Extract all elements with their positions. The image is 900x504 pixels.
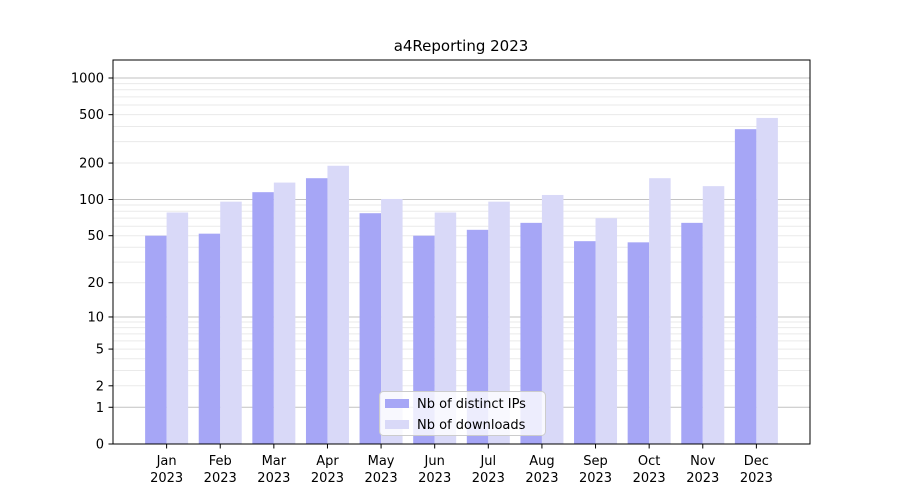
y-tick-label-5: 5 — [96, 343, 104, 358]
bar-distinct-ips-sep — [574, 241, 596, 444]
x-tick-label-month-jun: Jun — [424, 454, 445, 469]
x-tick-label-year-feb: 2023 — [204, 471, 237, 486]
x-tick-label-month-jul: Jul — [479, 454, 496, 469]
y-tick-label-100: 100 — [79, 193, 104, 208]
y-tick-label-10: 10 — [87, 310, 104, 325]
x-tick-label-month-apr: Apr — [316, 454, 339, 469]
x-tick-label-year-jul: 2023 — [472, 471, 505, 486]
x-tick-label-year-dec: 2023 — [740, 471, 773, 486]
x-tick-label-year-oct: 2023 — [633, 471, 666, 486]
x-tick-label-month-dec: Dec — [744, 454, 769, 469]
bar-downloads-nov — [702, 186, 725, 444]
x-tick-label-year-nov: 2023 — [686, 471, 719, 486]
y-tick-label-0: 0 — [96, 438, 104, 453]
bar-distinct-ips-nov — [681, 222, 703, 444]
bar-downloads-feb — [220, 201, 242, 444]
x-tick-label-month-sep: Sep — [583, 454, 608, 469]
legend-box — [379, 391, 546, 436]
x-tick-label-year-mar: 2023 — [257, 471, 290, 486]
x-tick-label-year-jan: 2023 — [150, 471, 183, 486]
bar-distinct-ips-oct — [627, 242, 650, 444]
x-tick-label-month-jan: Jan — [156, 454, 177, 469]
bar-downloads-jun — [434, 212, 457, 444]
bar-downloads-jan — [166, 212, 189, 444]
x-tick-label-month-nov: Nov — [690, 454, 716, 469]
bar-downloads-may — [381, 198, 403, 444]
bar-downloads-dec — [756, 117, 778, 444]
bar-downloads-oct — [649, 178, 671, 444]
x-tick-label-month-feb: Feb — [209, 454, 232, 469]
bar-downloads-apr — [327, 165, 349, 444]
x-tick-label-month-may: May — [368, 454, 395, 469]
bar-distinct-ips-jan — [145, 235, 167, 444]
y-axis: 0 1 2 5 10 20 50 100 200 500 1000 — [71, 72, 113, 453]
x-tick-label-month-aug: Aug — [529, 454, 554, 469]
legend-label-distinct-ips: Nb of distinct IPs — [417, 397, 526, 412]
x-tick-label-year-apr: 2023 — [311, 471, 344, 486]
y-tick-label-200: 200 — [79, 157, 104, 172]
plot-border — [112, 59, 811, 445]
bar-downloads-sep — [595, 218, 618, 444]
bar-downloads-mar — [273, 182, 296, 444]
bar-distinct-ips-feb — [198, 233, 221, 444]
bar-distinct-ips-jul — [466, 229, 489, 444]
legend-swatch-downloads — [385, 420, 409, 429]
y-tick-label-1: 1 — [96, 401, 104, 416]
bar-downloads-jul — [488, 201, 510, 444]
y-tick-label-500: 500 — [79, 108, 104, 123]
x-tick-label-year-aug: 2023 — [525, 471, 558, 486]
bars-layer — [145, 117, 778, 444]
y-tick-label-50: 50 — [87, 229, 104, 244]
x-tick-label-month-oct: Oct — [638, 454, 660, 469]
legend-label-downloads: Nb of downloads — [417, 418, 526, 433]
y-tick-label-2: 2 — [96, 379, 104, 394]
bar-distinct-ips-mar — [252, 192, 274, 444]
x-tick-label-year-jun: 2023 — [418, 471, 451, 486]
bar-distinct-ips-apr — [305, 178, 328, 444]
bar-distinct-ips-may — [359, 213, 382, 444]
bar-distinct-ips-dec — [734, 129, 757, 444]
x-tick-label-year-sep: 2023 — [579, 471, 612, 486]
x-tick-label-year-may: 2023 — [365, 471, 398, 486]
y-tick-label-20: 20 — [87, 276, 104, 291]
legend: Nb of distinct IPs Nb of downloads — [379, 391, 546, 436]
chart-title: a4Reporting 2023 — [394, 37, 529, 55]
bar-distinct-ips-aug — [520, 222, 542, 444]
y-tick-label-1000: 1000 — [71, 72, 104, 87]
legend-swatch-distinct-ips — [385, 399, 409, 408]
bar-downloads-aug — [541, 194, 564, 444]
x-axis: Jan 2023 Feb 2023 Mar 2023 Apr 2023 May 2023 Jun 20… — [150, 444, 773, 486]
x-tick-label-month-mar: Mar — [262, 454, 287, 469]
